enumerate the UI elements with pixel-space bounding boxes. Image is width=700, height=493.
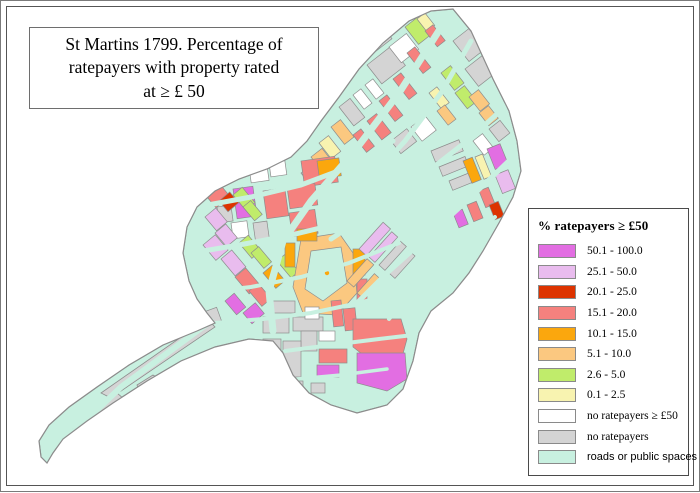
legend-title: % ratepayers ≥ £50 <box>538 218 649 233</box>
legend-items: 50.1 - 100.0 25.1 - 50.0 20.1 - 25.0 15.1 -… <box>529 241 697 468</box>
legend-item[interactable]: roads or public spaces <box>538 447 697 468</box>
legend-swatch <box>538 264 576 279</box>
legend-item[interactable]: 5.1 - 10.0 <box>538 344 688 365</box>
legend-item-label: no ratepayers ≥ £50 <box>587 410 678 423</box>
legend-item[interactable]: no ratepayers <box>538 426 688 447</box>
legend-swatch <box>538 409 576 424</box>
legend-item[interactable]: no ratepayers ≥ £50 <box>538 406 688 427</box>
legend-item[interactable]: 2.6 - 5.0 <box>538 365 688 386</box>
legend-item[interactable]: 50.1 - 100.0 <box>538 241 688 262</box>
legend-item-label: 50.1 - 100.0 <box>587 245 643 258</box>
legend-swatch <box>538 347 576 362</box>
legend-item-label: roads or public spaces <box>587 451 698 464</box>
map-legend: % ratepayers ≥ £50 50.1 - 100.0 25.1 - 50… <box>528 208 697 476</box>
block-group-southwest-tail <box>62 318 216 460</box>
title-line-2: ratepayers with property rated <box>68 57 280 78</box>
parish-outline <box>38 8 522 464</box>
legend-item-label: 10.1 - 15.0 <box>587 327 637 340</box>
legend-swatch <box>538 388 576 403</box>
legend-swatch <box>538 285 576 300</box>
legend-swatch <box>538 326 576 341</box>
legend-item-label: 5.1 - 10.0 <box>587 348 632 361</box>
legend-item[interactable]: 25.1 - 50.0 <box>538 262 688 283</box>
legend-item-label: 20.1 - 25.0 <box>587 286 637 299</box>
legend-item[interactable]: 20.1 - 25.0 <box>538 282 688 303</box>
legend-swatch <box>538 367 576 382</box>
legend-item-label: 25.1 - 50.0 <box>587 265 637 278</box>
legend-item-label: 0.1 - 2.5 <box>587 389 626 402</box>
legend-item-label: 15.1 - 20.0 <box>587 307 637 320</box>
legend-item[interactable]: 10.1 - 15.0 <box>538 323 688 344</box>
legend-swatch <box>538 306 576 321</box>
legend-swatch <box>538 450 576 465</box>
legend-item[interactable]: 0.1 - 2.5 <box>538 385 688 406</box>
street-network <box>56 11 520 448</box>
page-title: St Martins 1799. Percentage of ratepayer… <box>57 33 290 102</box>
title-line-1: St Martins 1799. Percentage of <box>65 34 283 55</box>
map-title-box: St Martins 1799. Percentage of ratepayer… <box>29 27 319 109</box>
legend-swatch <box>538 429 576 444</box>
legend-item[interactable]: 15.1 - 20.0 <box>538 303 688 324</box>
legend-item-label: 2.6 - 5.0 <box>587 368 626 381</box>
legend-item-label: no ratepayers <box>587 430 649 443</box>
legend-swatch <box>538 244 576 259</box>
title-line-3: at ≥ £ 50 <box>143 80 205 101</box>
